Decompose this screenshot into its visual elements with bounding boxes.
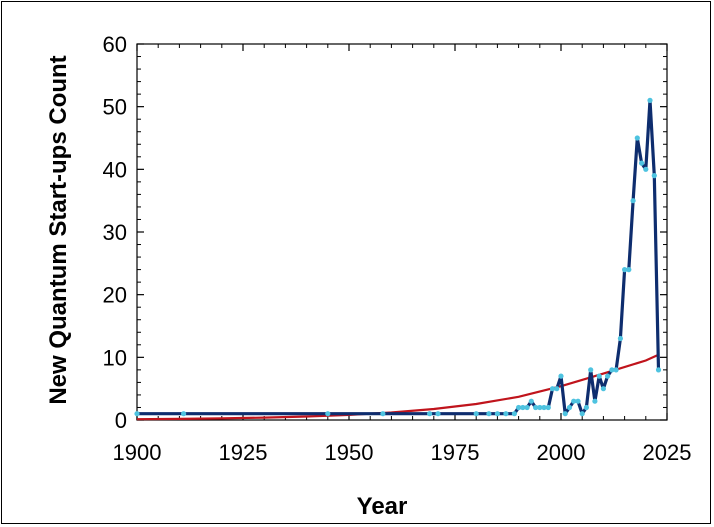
- x-axis-title: Year: [357, 493, 408, 520]
- data-point: [579, 411, 585, 417]
- data-point: [537, 404, 543, 411]
- data-point: [605, 373, 611, 379]
- trendline: [136, 353, 659, 421]
- data-point: [134, 411, 140, 417]
- data-point: [520, 404, 526, 411]
- data-point: [566, 404, 573, 411]
- x-tick-label: 2025: [643, 440, 692, 465]
- data-point: [473, 411, 479, 417]
- data-point: [435, 411, 441, 417]
- data-point: [588, 367, 594, 373]
- ticks: 0 10 20 30 40 50 60 1900 1925 1950 1975 2000 2025: [103, 32, 692, 465]
- axes: [136, 43, 668, 421]
- data-point: [643, 166, 649, 172]
- data-point: [651, 173, 657, 179]
- data-point: [583, 404, 590, 411]
- y-tick-label: 10: [103, 345, 127, 370]
- plot-border: [136, 43, 668, 421]
- data-point: [554, 386, 560, 392]
- data-point: [325, 411, 331, 417]
- data-point: [511, 411, 517, 417]
- data-point: [533, 404, 539, 411]
- data-point: [639, 160, 645, 166]
- data-point: [427, 411, 433, 417]
- x-tick-label: 1975: [431, 440, 480, 465]
- data-point: [617, 335, 624, 342]
- data-point: [494, 411, 500, 417]
- y-tick-label: 0: [115, 408, 127, 433]
- data-point: [549, 386, 556, 392]
- data-point: [181, 411, 187, 417]
- x-tick-label: 1950: [325, 440, 374, 465]
- y-tick-label: 60: [103, 32, 127, 57]
- y-tick-label: 20: [103, 283, 127, 308]
- y-tick-label: 40: [103, 157, 127, 182]
- y-tick-label: 30: [103, 220, 127, 245]
- data-point: [516, 404, 522, 411]
- series: [134, 97, 662, 417]
- data-point: [528, 398, 534, 404]
- data-point: [613, 367, 619, 373]
- data-point: [600, 386, 607, 392]
- data-point: [655, 367, 662, 373]
- series-line: [137, 98, 661, 416]
- x-tick-label: 1925: [219, 440, 268, 465]
- data-point: [630, 198, 636, 204]
- data-point: [647, 97, 653, 103]
- data-point: [622, 267, 628, 273]
- data-point: [545, 404, 551, 411]
- data-point: [503, 411, 509, 417]
- data-point: [541, 404, 547, 411]
- data-point: [562, 411, 568, 417]
- data-point: [571, 398, 577, 404]
- data-point: [524, 404, 530, 411]
- y-tick-label: 50: [103, 95, 127, 120]
- data-point: [634, 135, 640, 141]
- data-point: [609, 367, 615, 373]
- x-tick-label: 1900: [113, 440, 162, 465]
- trendline-path: [136, 353, 659, 421]
- data-point: [486, 411, 492, 417]
- y-axis-title: New Quantum Start-ups Count: [45, 55, 72, 404]
- data-point: [575, 398, 581, 404]
- data-point: [558, 373, 564, 379]
- data-point: [626, 267, 632, 273]
- data-point: [380, 411, 386, 417]
- data-point: [596, 373, 602, 379]
- data-point: [592, 398, 598, 404]
- x-tick-label: 2000: [537, 440, 586, 465]
